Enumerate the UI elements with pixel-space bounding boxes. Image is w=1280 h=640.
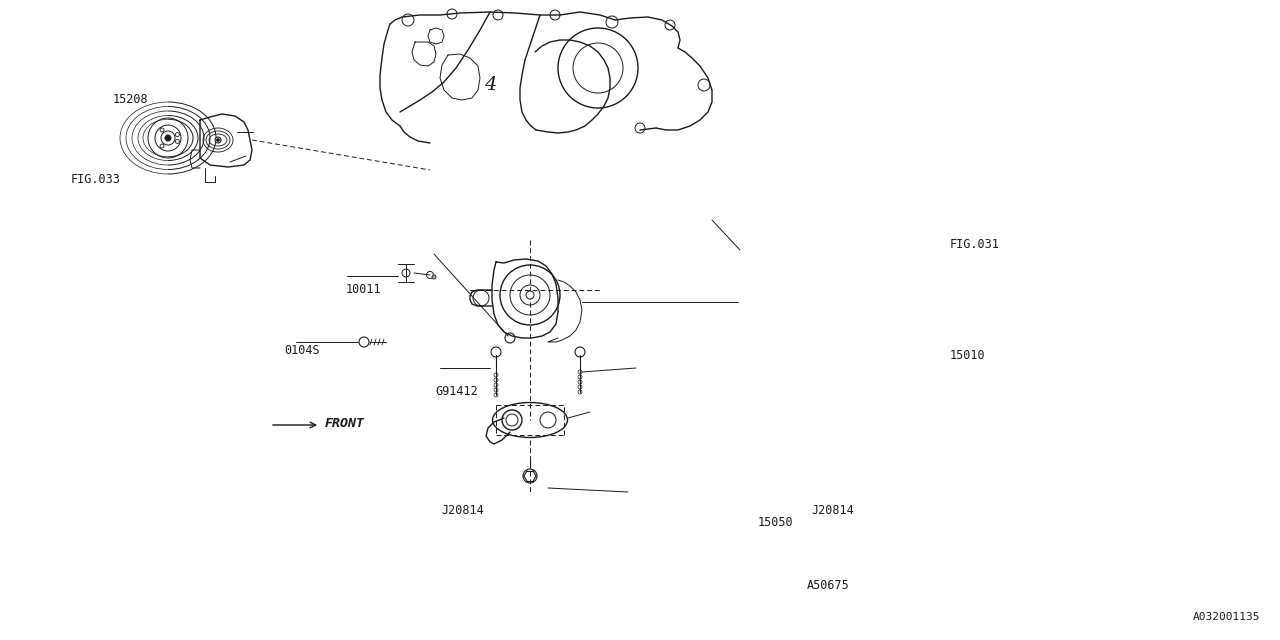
Text: 15208: 15208	[113, 93, 148, 106]
Text: 10011: 10011	[346, 283, 381, 296]
Text: J20814: J20814	[812, 504, 854, 517]
Text: A50675: A50675	[806, 579, 849, 592]
Circle shape	[526, 291, 534, 299]
Text: J20814: J20814	[442, 504, 484, 517]
Text: 15050: 15050	[758, 516, 794, 529]
Circle shape	[215, 137, 221, 143]
Text: G91412: G91412	[435, 385, 477, 398]
Text: A032001135: A032001135	[1193, 612, 1260, 622]
Circle shape	[165, 135, 172, 141]
Text: 15010: 15010	[950, 349, 986, 362]
Text: FRONT: FRONT	[325, 417, 365, 430]
Text: FIG.031: FIG.031	[950, 238, 1000, 251]
Circle shape	[216, 138, 219, 141]
Text: 0104S: 0104S	[284, 344, 320, 356]
Text: 4: 4	[484, 76, 497, 94]
Text: FIG.033: FIG.033	[70, 173, 120, 186]
Circle shape	[433, 275, 436, 279]
